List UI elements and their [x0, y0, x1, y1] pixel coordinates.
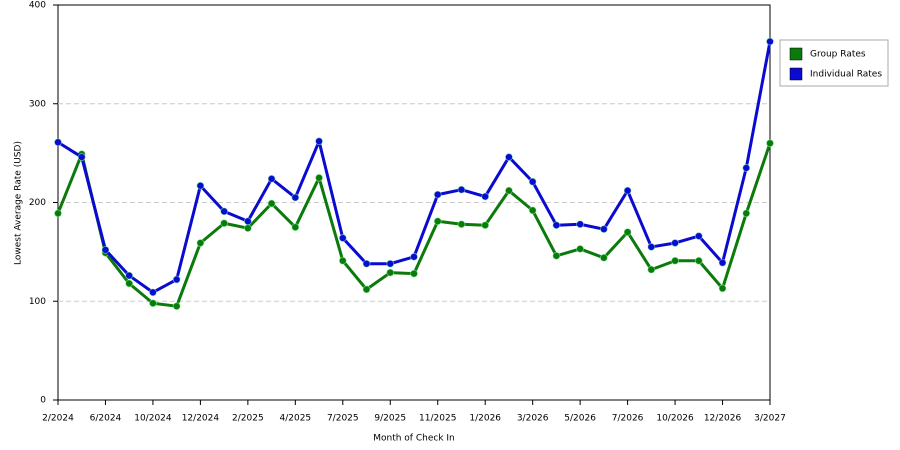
- x-tick-label: 2/2024: [42, 414, 74, 424]
- data-point: [243, 224, 252, 233]
- data-point: [671, 256, 679, 265]
- data-point: [742, 209, 751, 218]
- data-point: [77, 153, 86, 161]
- x-tick-label: 2/2025: [232, 414, 264, 424]
- data-point: [338, 256, 347, 265]
- data-point: [315, 173, 323, 182]
- data-point: [528, 206, 537, 215]
- y-axis-title: Lowest Average Rate (USD): [14, 141, 24, 265]
- data-point: [433, 190, 442, 199]
- data-point: [410, 269, 418, 278]
- data-point: [196, 239, 205, 247]
- y-tick-label: 100: [29, 297, 46, 307]
- x-tick-label: 5/2026: [564, 414, 596, 424]
- data-point: [576, 220, 585, 229]
- x-tick-label: 10/2026: [656, 414, 694, 424]
- x-tick-label: 3/2026: [517, 414, 549, 424]
- data-point: [694, 232, 703, 240]
- data-point: [718, 284, 727, 293]
- data-point: [552, 251, 561, 260]
- data-point: [362, 259, 371, 268]
- data-point: [220, 207, 229, 216]
- x-tick-label: 4/2025: [279, 414, 311, 424]
- x-tick-label: 10/2024: [134, 414, 172, 424]
- data-point: [386, 268, 395, 277]
- legend-label: Group Rates: [810, 50, 866, 60]
- data-point: [481, 192, 490, 201]
- data-point: [647, 243, 656, 251]
- data-point: [599, 253, 608, 262]
- data-point: [623, 228, 632, 237]
- data-point: [766, 139, 774, 148]
- data-point: [694, 256, 703, 265]
- data-point: [505, 153, 513, 161]
- legend-swatch: [789, 47, 803, 61]
- data-point: [647, 265, 656, 274]
- data-point: [552, 221, 561, 230]
- data-point: [291, 193, 300, 202]
- data-point: [457, 220, 466, 229]
- x-tick-label: 12/2024: [182, 414, 220, 424]
- legend-swatch: [789, 67, 803, 81]
- data-point: [718, 258, 727, 267]
- data-point: [315, 137, 323, 146]
- x-tick-label: 9/2025: [374, 414, 406, 424]
- legend-label: Individual Rates: [810, 70, 882, 80]
- y-tick-label: 0: [40, 396, 46, 406]
- x-tick-label: 7/2026: [612, 414, 644, 424]
- data-point: [172, 275, 181, 284]
- data-point: [599, 225, 608, 234]
- data-point: [410, 252, 418, 261]
- data-point: [267, 174, 276, 183]
- data-point: [338, 234, 347, 242]
- data-point: [149, 288, 157, 297]
- data-point: [125, 271, 134, 280]
- data-point: [766, 37, 774, 46]
- x-tick-label: 6/2024: [90, 414, 122, 424]
- x-tick-label: 3/2027: [754, 414, 786, 424]
- y-tick-label: 200: [29, 198, 46, 208]
- y-tick-label: 400: [29, 1, 46, 11]
- data-point: [54, 138, 62, 147]
- data-point: [576, 245, 585, 253]
- data-point: [433, 217, 442, 226]
- data-point: [386, 259, 395, 268]
- data-point: [172, 302, 181, 311]
- x-tick-label: 7/2025: [327, 414, 359, 424]
- data-point: [267, 199, 276, 208]
- y-tick-label: 300: [29, 99, 46, 109]
- data-point: [291, 223, 300, 232]
- data-point: [243, 217, 252, 226]
- data-point: [220, 219, 229, 228]
- x-tick-label: 11/2025: [419, 414, 456, 424]
- data-point: [457, 185, 466, 194]
- data-point: [505, 186, 513, 195]
- data-point: [742, 164, 751, 172]
- x-axis-title: Month of Check In: [373, 434, 455, 444]
- data-point: [54, 209, 62, 218]
- x-tick-label: 1/2026: [469, 414, 501, 424]
- data-point: [125, 279, 134, 288]
- data-point: [362, 285, 371, 294]
- data-point: [101, 245, 110, 254]
- data-point: [481, 221, 490, 230]
- data-point: [196, 181, 205, 190]
- data-point: [623, 186, 632, 195]
- x-tick-label: 12/2026: [704, 414, 742, 424]
- data-point: [528, 177, 537, 186]
- data-point: [149, 299, 157, 308]
- data-point: [671, 239, 679, 247]
